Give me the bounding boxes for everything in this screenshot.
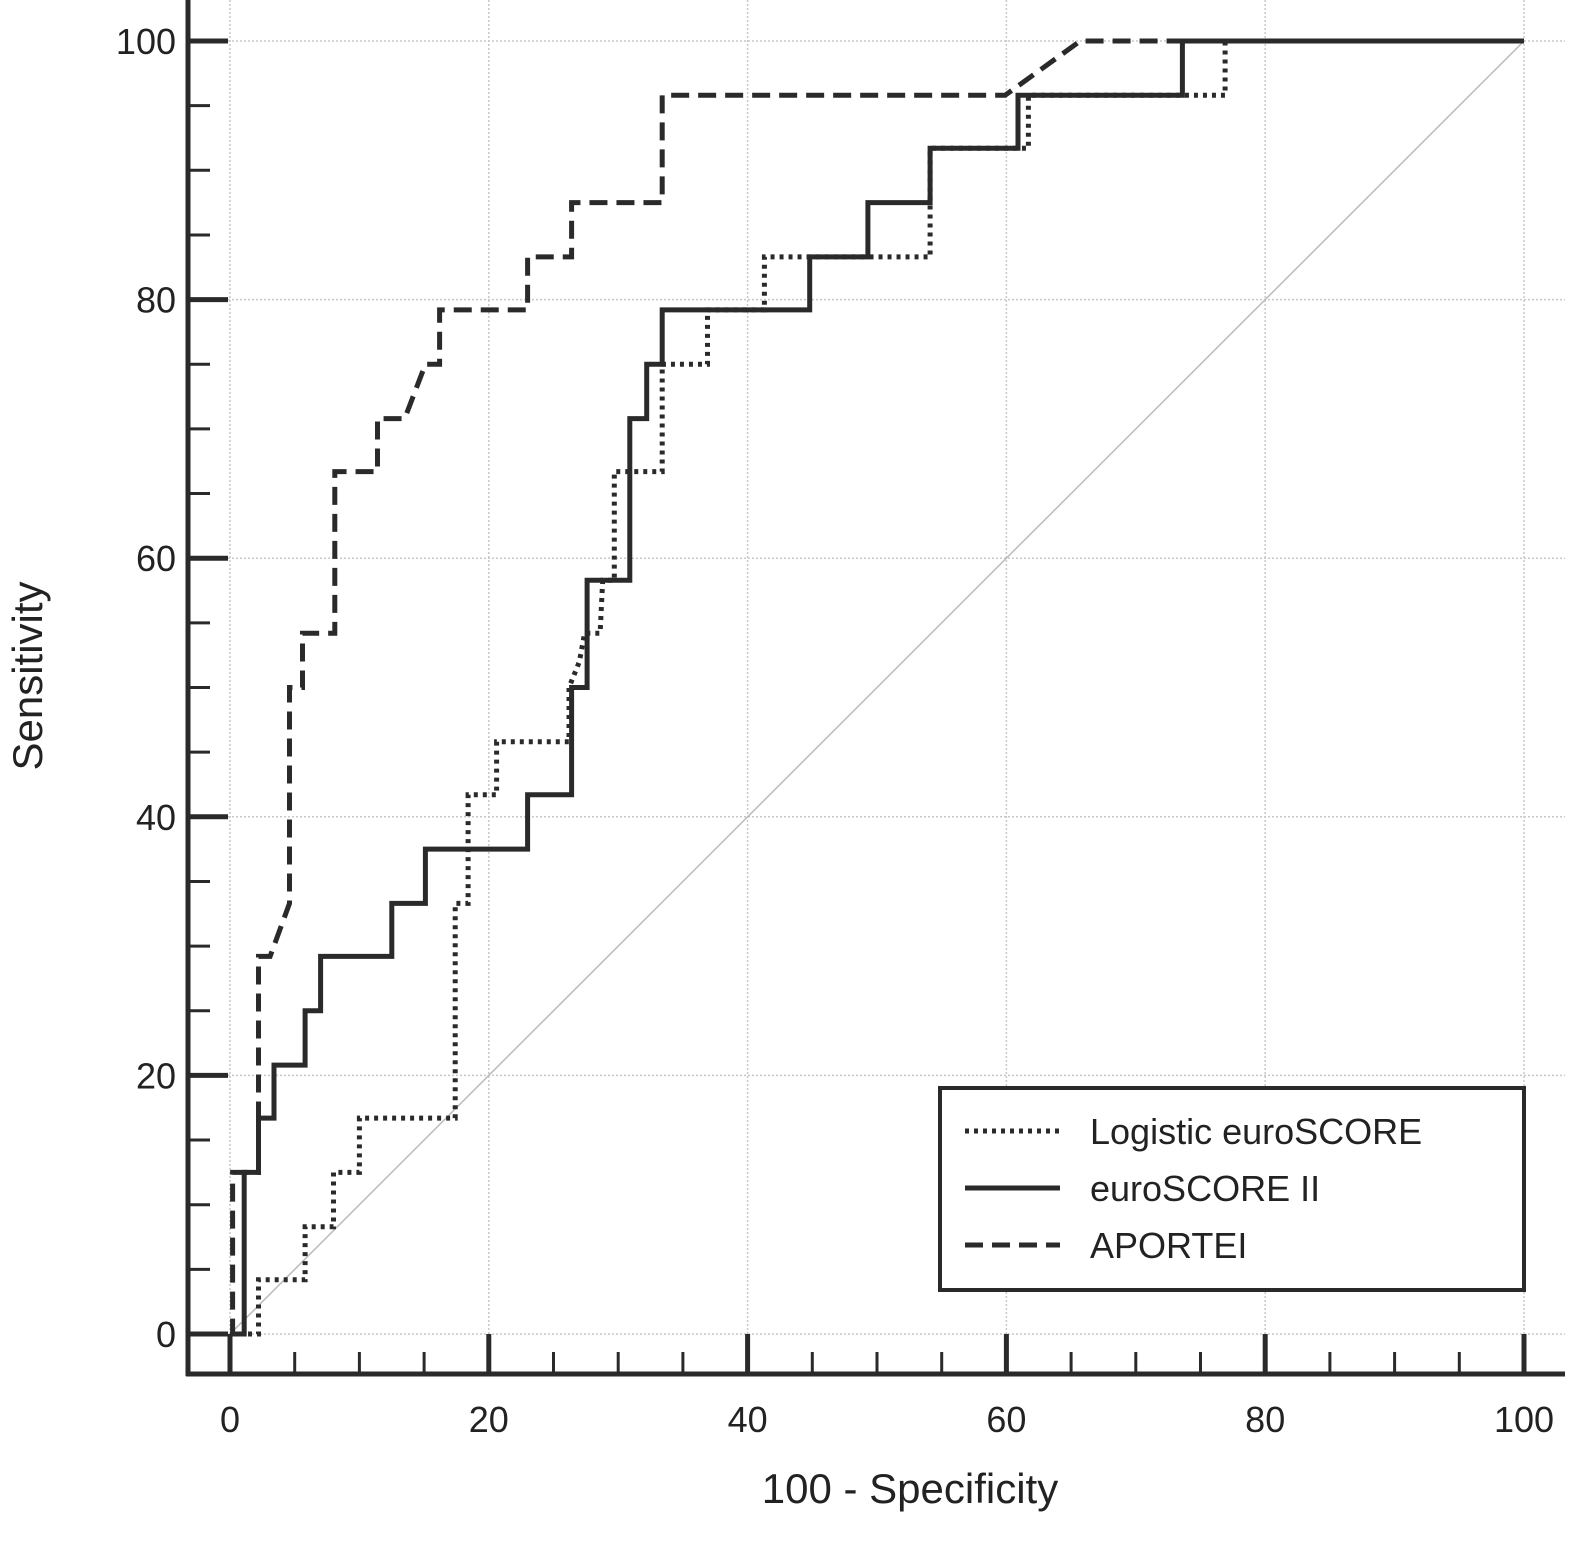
x-tick-label: 20 bbox=[469, 1399, 509, 1440]
y-tick-label: 40 bbox=[136, 797, 176, 838]
series-line-euroscore-ii bbox=[230, 38, 1524, 1337]
x-tick-label: 40 bbox=[728, 1399, 768, 1440]
series-group bbox=[230, 38, 1524, 1337]
y-tick-label: 60 bbox=[136, 538, 176, 579]
legend-label: euroSCORE II bbox=[1090, 1168, 1320, 1209]
legend-label: Logistic euroSCORE bbox=[1090, 1111, 1422, 1152]
x-tick-label: 60 bbox=[986, 1399, 1026, 1440]
x-tick-label: 80 bbox=[1245, 1399, 1285, 1440]
x-axis-label: 100 - Specificity bbox=[762, 1465, 1058, 1512]
legend: Logistic euroSCORE euroSCORE II APORTEI bbox=[938, 1086, 1526, 1292]
x-tick-label: 100 bbox=[1494, 1399, 1554, 1440]
y-tick-label: 0 bbox=[156, 1314, 176, 1355]
x-tick-labels: 0 20 40 60 80 100 bbox=[220, 1399, 1554, 1440]
y-tick-label: 20 bbox=[136, 1055, 176, 1096]
y-tick-labels: 0 20 40 60 80 100 bbox=[116, 21, 176, 1355]
legend-label: APORTEI bbox=[1090, 1225, 1247, 1266]
reference-diagonal-line bbox=[229, 40, 1525, 1335]
axes bbox=[185, 0, 1565, 1377]
series-line-aportei bbox=[230, 38, 1524, 1337]
y-axis-label: Sensitivity bbox=[4, 581, 51, 770]
x-tick-label: 0 bbox=[220, 1399, 240, 1440]
y-tick-label: 80 bbox=[136, 280, 176, 321]
y-tick-label: 100 bbox=[116, 21, 176, 62]
